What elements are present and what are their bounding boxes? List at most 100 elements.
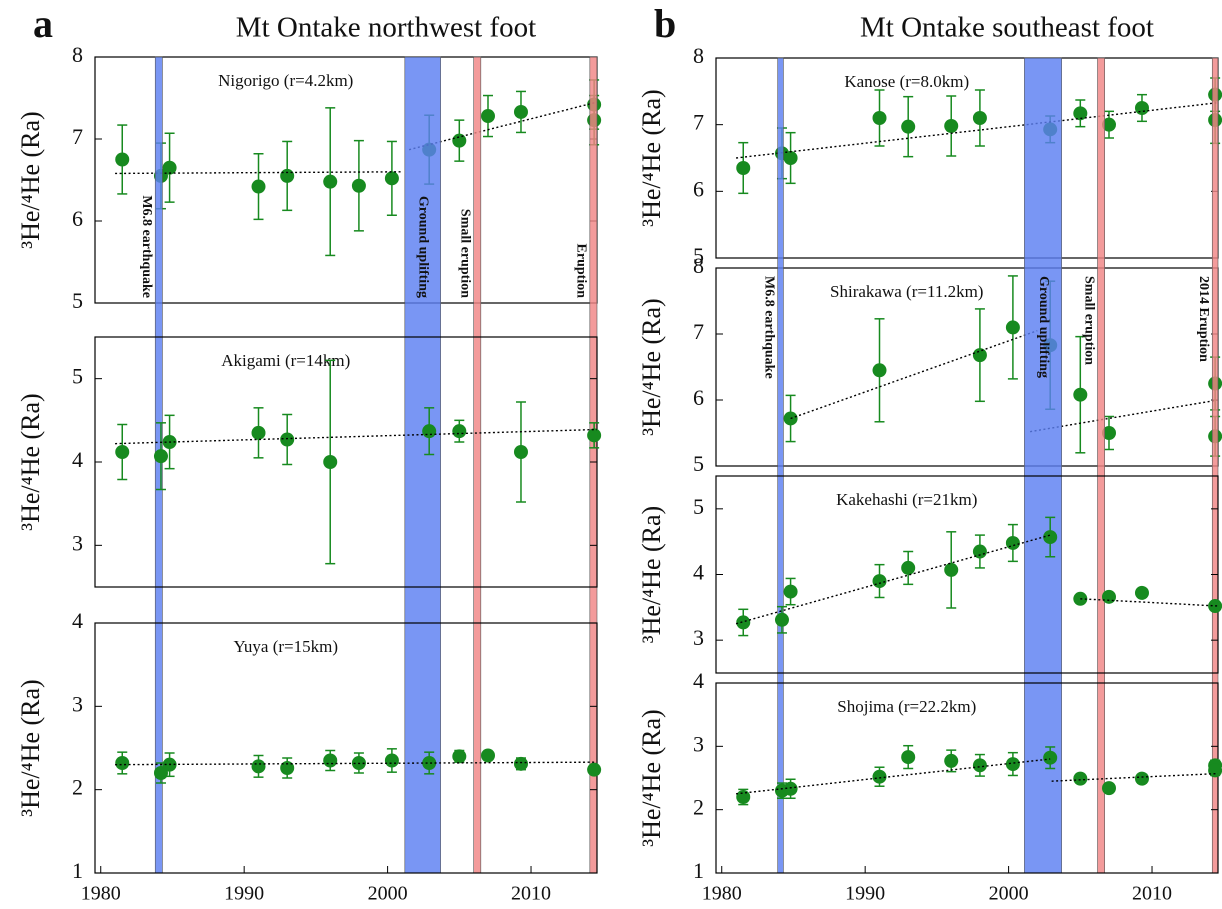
x-tick-label: 2000 (368, 883, 408, 905)
data-point (872, 574, 887, 589)
data-point (452, 424, 467, 439)
data-point (783, 584, 798, 599)
data-point (1101, 426, 1116, 440)
trend-line (1080, 598, 1219, 607)
data-point (783, 151, 798, 165)
y-tick-label: 2 (693, 795, 704, 820)
data-point (872, 363, 887, 378)
y-tick-label: 6 (693, 176, 704, 201)
y-axis-label: ³He/⁴He (Ra) (637, 506, 666, 643)
data-point (1208, 599, 1222, 614)
data-point (1101, 781, 1116, 796)
data-point (323, 753, 338, 768)
data-point (513, 445, 528, 459)
data-point (251, 425, 266, 440)
data-point (384, 753, 399, 768)
panel-letter: a (33, 1, 53, 46)
data-point (972, 111, 987, 125)
data-point (587, 428, 602, 443)
data-point (351, 178, 366, 193)
station-label: Nigorigo (r=4.2km) (218, 71, 353, 90)
data-point (1005, 320, 1020, 335)
data-point (251, 179, 266, 194)
data-point (384, 171, 399, 186)
data-point (1073, 771, 1088, 786)
data-point (280, 761, 295, 775)
station-label: Shojima (r=22.2km) (837, 697, 976, 716)
trend-line (115, 428, 598, 445)
data-point (480, 748, 495, 763)
data-point (901, 750, 916, 765)
y-tick-label: 3 (72, 530, 83, 555)
data-point (587, 762, 602, 777)
data-point (736, 790, 751, 804)
y-tick-label: 8 (693, 253, 704, 278)
data-point (1043, 530, 1058, 545)
x-tick-label: 1980 (81, 883, 121, 905)
data-point (901, 560, 916, 575)
data-point (153, 766, 168, 780)
trend-line (736, 758, 1051, 795)
data-point (972, 758, 987, 773)
y-tick-label: 3 (693, 625, 704, 650)
data-point (115, 756, 130, 770)
data-point (480, 109, 495, 124)
panel-frame (94, 622, 598, 874)
y-tick-label: 2 (72, 775, 83, 800)
data-point (422, 424, 437, 439)
event-label: M6.8 earthquake (139, 195, 154, 298)
data-point (452, 749, 467, 764)
data-point (972, 348, 987, 363)
station-label: Yuya (r=15km) (234, 637, 338, 656)
data-point (1134, 771, 1149, 786)
data-point (774, 612, 789, 627)
data-point (1073, 106, 1088, 121)
data-point (944, 753, 959, 768)
data-point (452, 133, 467, 148)
station-label: Shirakawa (r=11.2km) (830, 282, 983, 301)
data-point (1208, 763, 1222, 778)
event-label: M6.8 earthquake (761, 276, 776, 379)
y-tick-label: 5 (72, 364, 83, 389)
data-point (513, 756, 528, 771)
data-point (162, 160, 177, 175)
y-tick-label: 4 (693, 560, 704, 585)
data-point (944, 562, 959, 577)
y-tick-label: 4 (72, 608, 83, 633)
x-tick-label: 2010 (1132, 883, 1172, 905)
data-point (280, 168, 295, 183)
event-band (1211, 57, 1219, 874)
y-tick-label: 6 (72, 206, 83, 231)
trend-line (1051, 772, 1219, 782)
station-label: Kakehashi (r=21km) (836, 490, 977, 509)
event-band (1024, 57, 1062, 874)
data-point (115, 152, 130, 167)
y-tick-label: 5 (693, 494, 704, 519)
event-band (777, 57, 784, 874)
data-point (944, 119, 959, 133)
y-tick-label: 5 (72, 288, 83, 313)
data-point (736, 615, 751, 630)
x-tick-label: 1990 (845, 883, 885, 905)
y-tick-label: 1 (72, 858, 83, 883)
trend-line (115, 171, 402, 175)
y-axis-label: ³He/⁴He (Ra) (637, 89, 666, 226)
y-axis-label: ³He/⁴He (Ra) (637, 298, 666, 435)
y-tick-label: 8 (72, 42, 83, 67)
event-band (473, 56, 482, 874)
y-tick-label: 4 (72, 447, 83, 472)
y-tick-label: 7 (693, 319, 704, 344)
x-tick-label: 1980 (702, 883, 742, 905)
y-tick-label: 3 (693, 731, 704, 756)
y-tick-label: 8 (693, 43, 704, 68)
event-label: Ground uplifting (416, 196, 431, 298)
panel-letter: b (654, 1, 676, 46)
data-point (736, 161, 751, 175)
station-label: Kanose (r=8.0km) (844, 72, 969, 91)
panel-title: Mt Ontake northwest foot (236, 12, 536, 44)
event-band (1097, 57, 1105, 874)
data-point (323, 174, 338, 189)
y-axis-label: ³He/⁴He (Ra) (16, 679, 45, 816)
